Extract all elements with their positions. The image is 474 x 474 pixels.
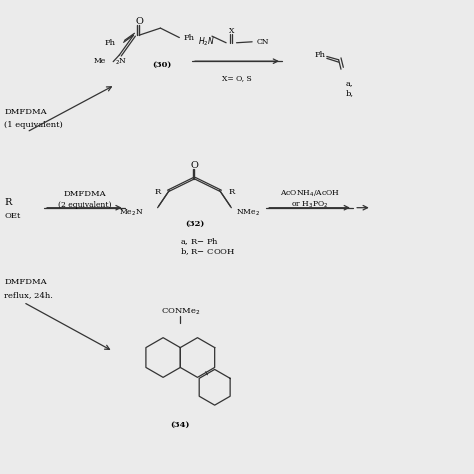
- Text: b, R$-$ COOH: b, R$-$ COOH: [180, 247, 236, 257]
- Text: DMFDMA: DMFDMA: [4, 278, 47, 286]
- Text: OEt: OEt: [4, 212, 21, 220]
- Text: Me$_2$N: Me$_2$N: [119, 207, 144, 218]
- Text: (1 equivalent): (1 equivalent): [4, 120, 63, 128]
- Text: (2 equivalent): (2 equivalent): [58, 201, 111, 210]
- Text: O: O: [135, 17, 143, 26]
- Text: Me: Me: [94, 57, 106, 65]
- Text: CONMe$_2$: CONMe$_2$: [161, 306, 200, 317]
- Text: $H_2N$: $H_2N$: [198, 35, 215, 47]
- Text: DMFDMA: DMFDMA: [4, 108, 47, 116]
- Text: b,: b,: [346, 89, 354, 97]
- Text: R: R: [154, 188, 160, 196]
- Text: reflux, 24h.: reflux, 24h.: [4, 291, 54, 299]
- Text: $_2$N: $_2$N: [115, 57, 127, 67]
- Text: Ph: Ph: [315, 51, 326, 59]
- Text: (34): (34): [171, 420, 190, 428]
- Text: Ph: Ph: [183, 34, 194, 42]
- Text: or H$_3$PO$_2$: or H$_3$PO$_2$: [291, 200, 328, 210]
- Text: Ph: Ph: [105, 39, 116, 47]
- Text: a, R$-$ Ph: a, R$-$ Ph: [180, 237, 219, 247]
- Text: X= O, S: X= O, S: [222, 74, 252, 82]
- Text: DMFDMA: DMFDMA: [63, 190, 106, 198]
- Text: a,: a,: [346, 80, 353, 87]
- Text: (32): (32): [185, 220, 204, 228]
- Text: (30): (30): [152, 61, 171, 69]
- Text: AcONH$_4$/AcOH: AcONH$_4$/AcOH: [280, 188, 339, 199]
- Text: X: X: [229, 27, 235, 36]
- Text: O: O: [191, 161, 199, 170]
- Text: NMe$_2$: NMe$_2$: [236, 207, 260, 218]
- Text: R: R: [4, 199, 12, 208]
- Text: CN: CN: [256, 38, 269, 46]
- Text: R: R: [228, 188, 235, 196]
